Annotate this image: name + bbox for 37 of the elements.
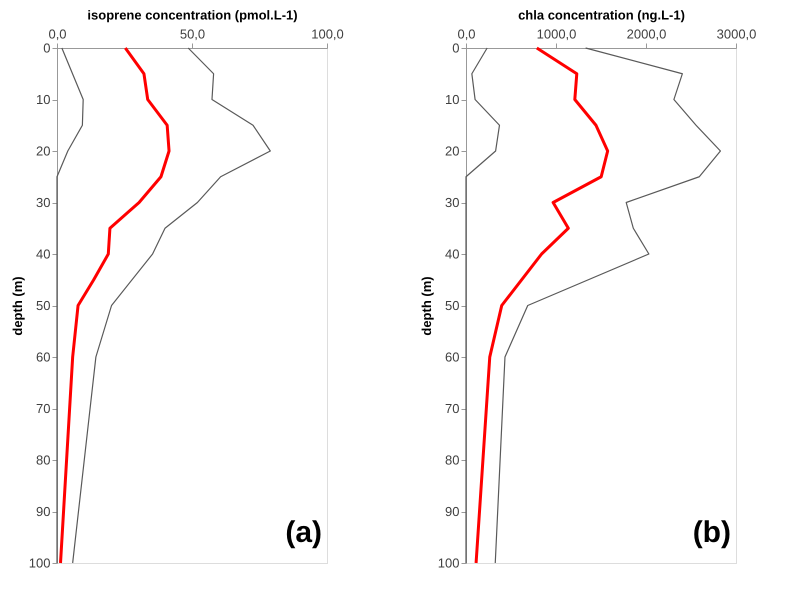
y-tick-label: 20 xyxy=(36,144,50,158)
y-tick-label: 60 xyxy=(36,350,50,364)
y-tick-label: 40 xyxy=(445,246,460,262)
y-axis-title: depth (m) xyxy=(10,276,25,336)
y-tick-label: 80 xyxy=(36,452,50,468)
y-tick-label: 50 xyxy=(445,298,460,313)
y-tick-label: 70 xyxy=(445,401,460,416)
y-tick-label: 100 xyxy=(438,556,460,570)
y-tick-label: 70 xyxy=(36,401,50,416)
y-tick-label: 30 xyxy=(36,195,50,210)
line-series xyxy=(72,47,271,564)
y-tick-label: 20 xyxy=(445,144,460,158)
y-tick-label: 60 xyxy=(445,350,460,364)
y-tick-label: 90 xyxy=(445,504,460,519)
annotation: (b) xyxy=(692,516,731,549)
y-tick-label: 90 xyxy=(36,504,50,519)
y-tick-label: 0 xyxy=(452,40,460,56)
x-tick-label: 1000,0 xyxy=(536,26,576,42)
x-axis-title: chla concentration (ng.L-1) xyxy=(518,8,685,22)
x-tick-label: 3000,0 xyxy=(716,26,756,42)
y-tick-label: 10 xyxy=(445,92,460,107)
x-tick-label: 100,0 xyxy=(311,26,344,42)
y-tick-label: 80 xyxy=(445,452,460,468)
y-tick-label: 30 xyxy=(445,195,460,210)
annotation: (a) xyxy=(285,516,322,549)
x-tick-label: 0,0 xyxy=(48,26,67,42)
line-series xyxy=(474,46,610,564)
y-axis-title: depth (m) xyxy=(418,276,434,336)
x-tick-label: 2000,0 xyxy=(626,26,666,42)
y-tick-label: 0 xyxy=(43,40,50,56)
y-tick-label: 40 xyxy=(36,246,50,262)
y-tick-label: 10 xyxy=(36,92,50,107)
x-axis-title: isoprene concentration (pmol.L-1) xyxy=(87,8,298,22)
x-tick-label: 0,0 xyxy=(457,26,476,42)
y-tick-label: 50 xyxy=(36,298,50,313)
x-tick-label: 50,0 xyxy=(180,26,206,42)
y-tick-label: 100 xyxy=(28,556,50,570)
